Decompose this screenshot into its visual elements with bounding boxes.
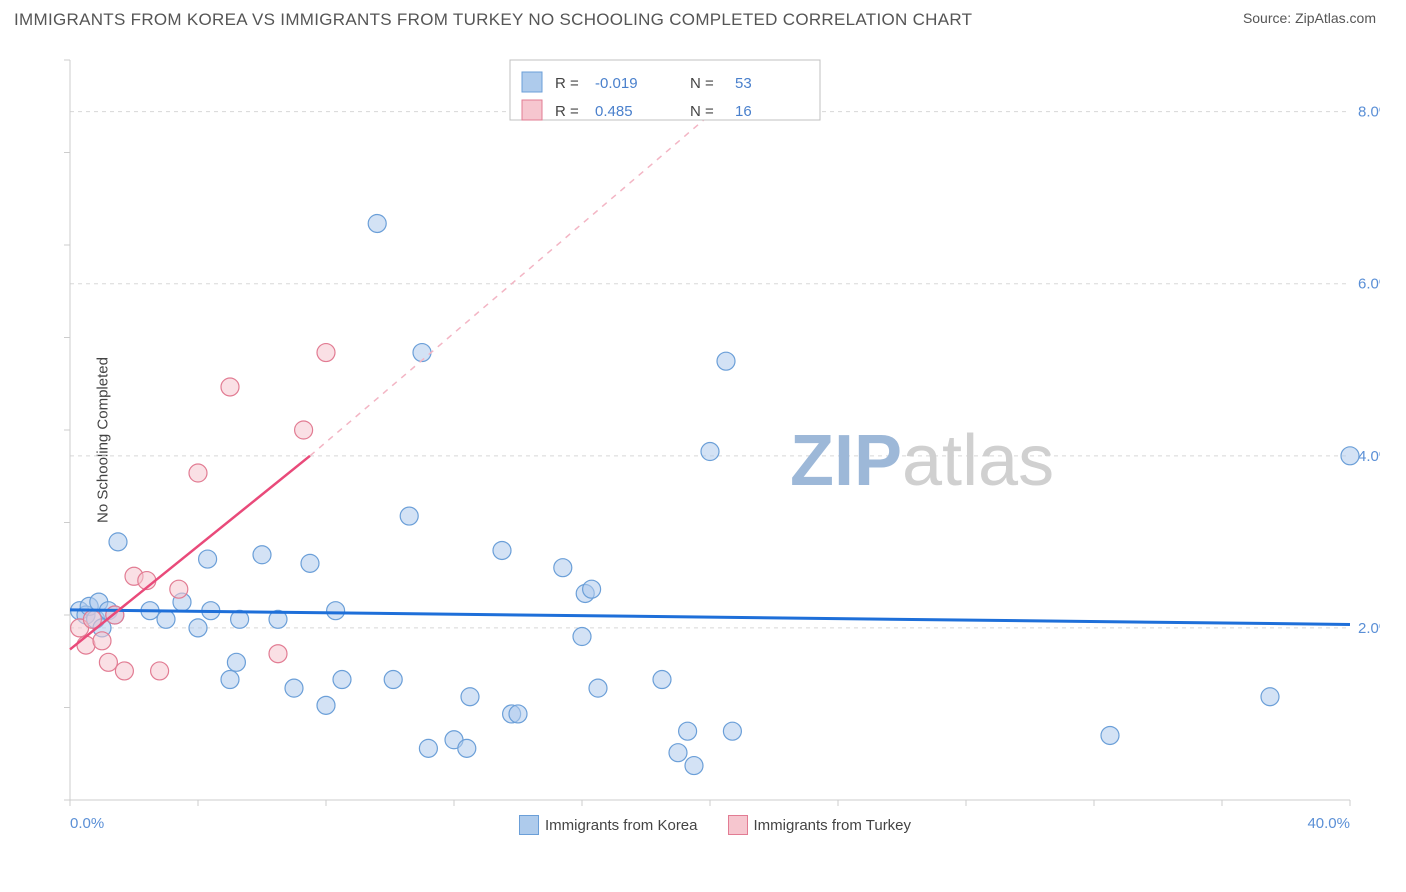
data-point [109, 533, 127, 551]
data-point [221, 378, 239, 396]
x-legend: Immigrants from Korea Immigrants from Tur… [50, 815, 1380, 835]
data-point [317, 696, 335, 714]
legend-item: Immigrants from Turkey [728, 815, 912, 835]
data-point [115, 662, 133, 680]
data-point [269, 645, 287, 663]
data-point [461, 688, 479, 706]
stats-n-value: 16 [735, 103, 752, 120]
data-point [583, 580, 601, 598]
data-point [400, 507, 418, 525]
data-point [653, 671, 671, 689]
data-point [227, 653, 245, 671]
source-label: Source: [1243, 10, 1295, 26]
legend-swatch [728, 815, 748, 835]
stats-n-value: 53 [735, 75, 752, 92]
data-point [170, 580, 188, 598]
data-point [99, 653, 117, 671]
trend-line [70, 610, 1350, 625]
data-point [317, 344, 335, 362]
stats-n-label: N = [690, 103, 714, 120]
data-point [301, 554, 319, 572]
header: IMMIGRANTS FROM KOREA VS IMMIGRANTS FROM… [0, 0, 1406, 30]
stats-r-value: -0.019 [595, 75, 638, 92]
data-point [509, 705, 527, 723]
data-point [333, 671, 351, 689]
data-point [589, 679, 607, 697]
y-tick-label: 8.0% [1358, 104, 1380, 121]
data-point [157, 610, 175, 628]
y-tick-label: 4.0% [1358, 448, 1380, 465]
data-point [368, 214, 386, 232]
legend-label: Immigrants from Turkey [754, 817, 912, 834]
data-point [221, 671, 239, 689]
data-point [419, 739, 437, 757]
stats-swatch [522, 100, 542, 120]
data-point [685, 757, 703, 775]
data-point [458, 739, 476, 757]
stats-r-label: R = [555, 75, 579, 92]
data-point [1101, 726, 1119, 744]
data-point [679, 722, 697, 740]
data-point [199, 550, 217, 568]
scatter-plot: 2.0%4.0%6.0%8.0%0.0%40.0%R =-0.019N =53R… [60, 50, 1380, 830]
data-point [327, 602, 345, 620]
chart-title: IMMIGRANTS FROM KOREA VS IMMIGRANTS FROM… [14, 10, 972, 30]
stats-r-label: R = [555, 103, 579, 120]
data-point [554, 559, 572, 577]
y-tick-label: 2.0% [1358, 620, 1380, 637]
data-point [189, 464, 207, 482]
data-point [285, 679, 303, 697]
data-point [384, 671, 402, 689]
data-point [413, 344, 431, 362]
chart-container: No Schooling Completed 2.0%4.0%6.0%8.0%0… [50, 50, 1380, 830]
data-point [723, 722, 741, 740]
data-point [669, 744, 687, 762]
stats-r-value: 0.485 [595, 103, 633, 120]
data-point [253, 546, 271, 564]
data-point [701, 443, 719, 461]
stats-swatch [522, 72, 542, 92]
data-point [1261, 688, 1279, 706]
data-point [77, 636, 95, 654]
data-point [573, 628, 591, 646]
data-point [93, 632, 111, 650]
data-point [295, 421, 313, 439]
data-point [151, 662, 169, 680]
legend-item: Immigrants from Korea [519, 815, 698, 835]
legend-swatch [519, 815, 539, 835]
y-tick-label: 6.0% [1358, 276, 1380, 293]
data-point [189, 619, 207, 637]
stats-n-label: N = [690, 75, 714, 92]
source: Source: ZipAtlas.com [1243, 10, 1376, 26]
data-point [1341, 447, 1359, 465]
source-value: ZipAtlas.com [1295, 10, 1376, 26]
data-point [493, 541, 511, 559]
data-point [717, 352, 735, 370]
legend-label: Immigrants from Korea [545, 817, 698, 834]
